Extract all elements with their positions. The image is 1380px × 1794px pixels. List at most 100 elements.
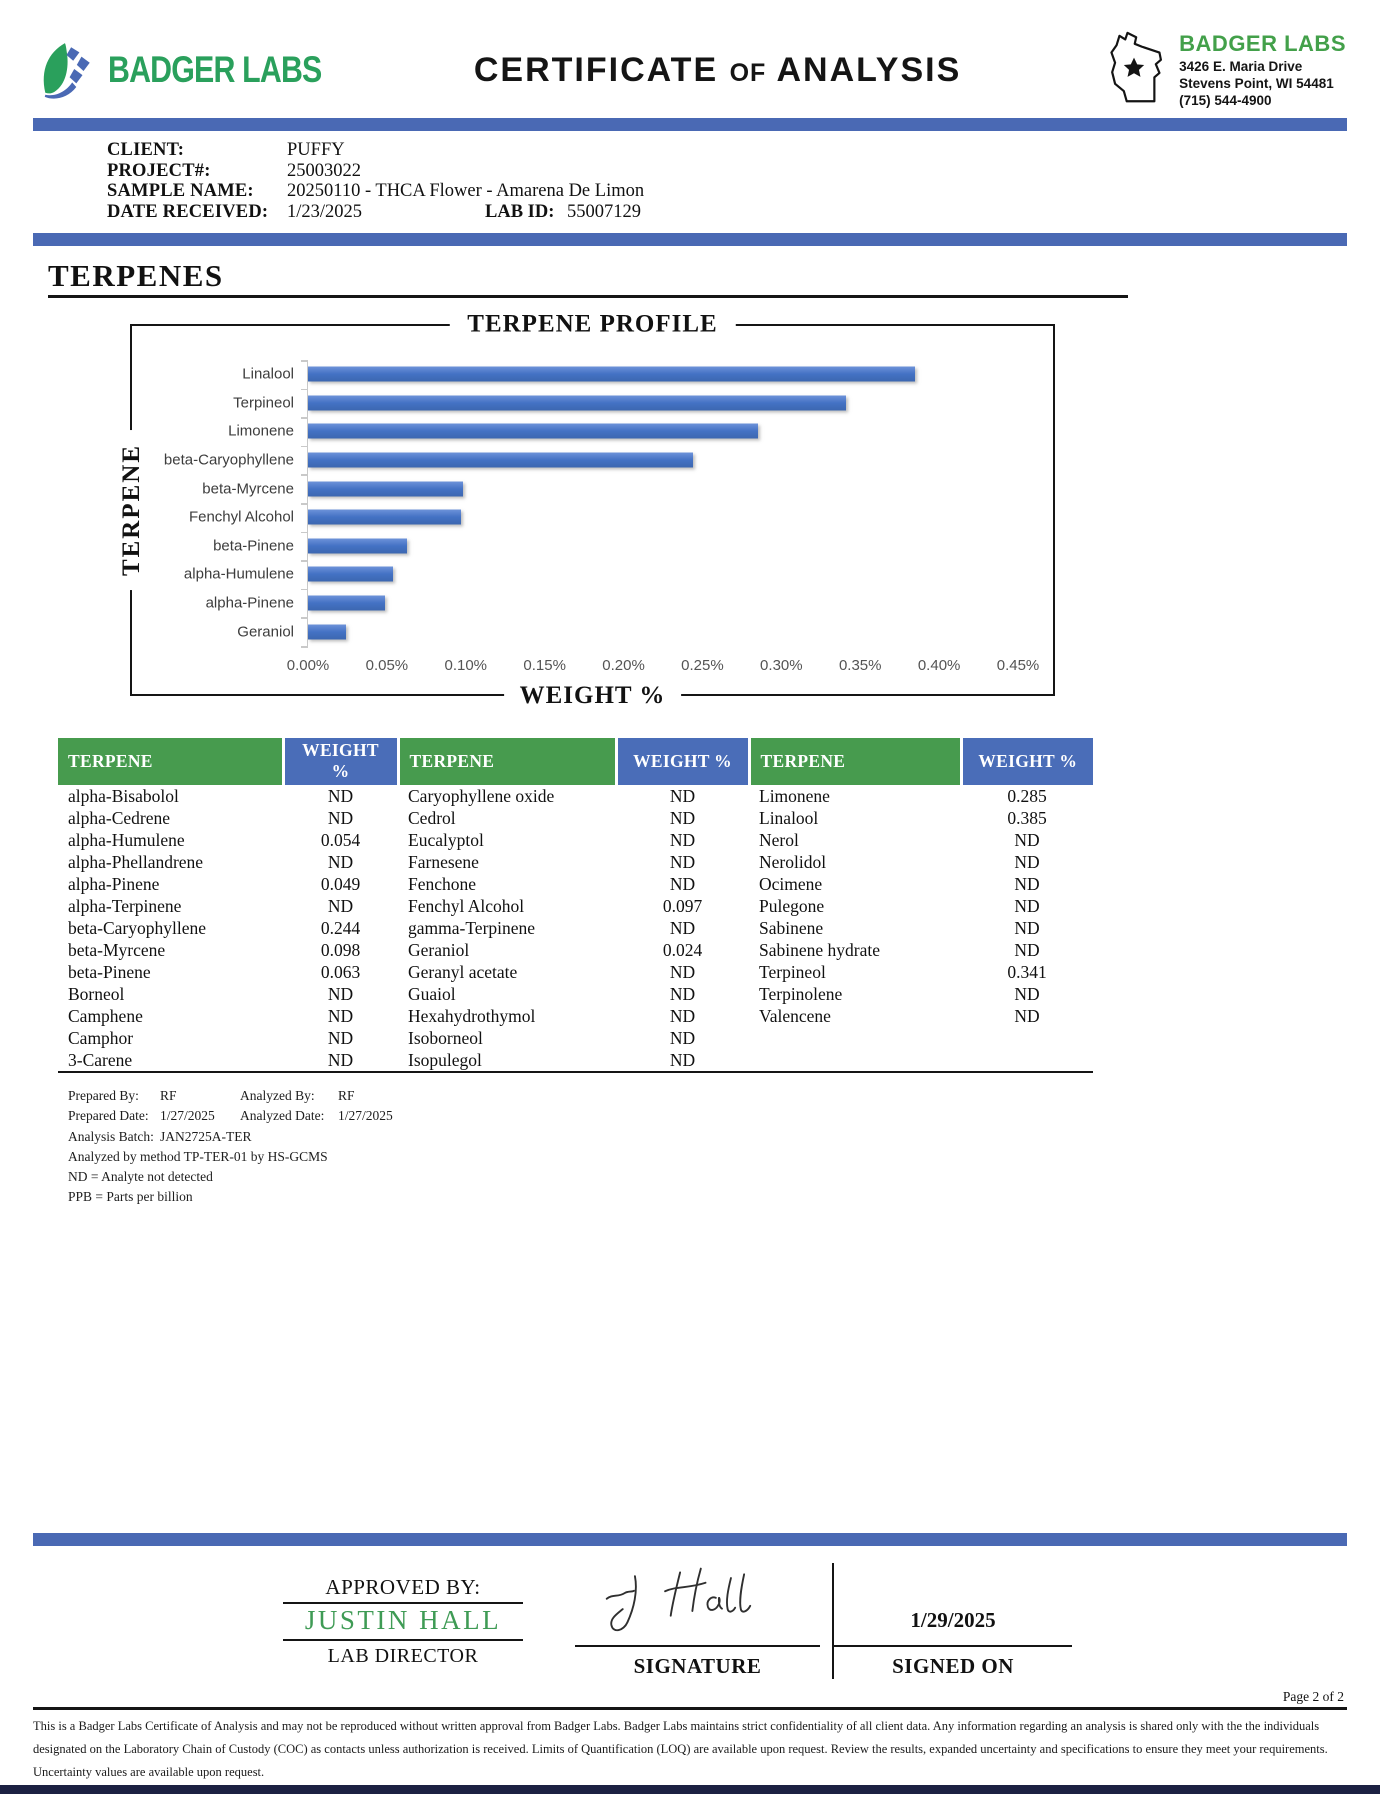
terpene-name: Camphor [68,1027,134,1048]
sample-name-label: SAMPLE NAME: [107,181,254,201]
table-row: beta-Myrcene 0.098 Geraniol 0.024 Sabinene h… [58,939,1093,961]
client-value: PUFFY [287,140,345,160]
x-axis-tick-label: 0.45% [996,657,1040,674]
weight-value: 0.285 [1007,785,1047,806]
terpene-name: gamma-Terpinene [408,917,536,938]
sample-info: CLIENT: PUFFY PROJECT#: 25003022 SAMPLE … [0,131,1380,233]
star-icon [1123,57,1145,77]
weight-value: ND [327,807,354,828]
chart-title: TERPENE PROFILE [449,310,736,339]
table-row: Camphor ND Isoborneol ND [58,1027,1093,1049]
chart-category-label: Fenchyl Alcohol [188,508,294,526]
chart-category-label: alpha-Humulene [183,565,294,583]
lab-address-line2: Stevens Point, WI 54481 [1179,75,1334,91]
brand-left-wordmark: BADGER LABS [108,49,322,90]
y-axis-tick [301,560,308,562]
footer-zone: APPROVED BY: JUSTIN HALL LAB DIRECTOR [0,1533,1380,1784]
lab-phone: (715) 544-4900 [1179,93,1272,109]
x-axis-tick-label: 0.15% [523,657,566,674]
terpene-name: Pulegone [759,895,825,916]
table-row: beta-Pinene 0.063 Geranyl acetate ND Terpine… [58,961,1093,983]
masthead: BADGER LABS CERTIFICATE OF ANALYSIS BADG… [0,0,1380,118]
signed-on-label: SIGNED ON [892,1654,1014,1678]
terpene-name: Guaiol [408,983,456,1004]
chart-bar-row: Limonene [228,417,1018,446]
divider-bar-bottom [33,1533,1347,1546]
chart-category-label: Terpineol [233,394,294,412]
terpene-name: Geraniol [408,939,470,960]
y-axis-tick [301,474,308,476]
lab-name: BADGER LABS [1179,30,1346,56]
results-table-head-row: TERPENE WEIGHT % TERPENE WEIGHT % TERPENE WEI… [58,738,1093,785]
approved-by-label: APPROVED BY: [283,1575,523,1604]
terpene-name: Isoborneol [408,1027,483,1048]
weight-value: ND [669,1027,696,1048]
y-axis-tick [301,531,308,534]
chart-bar [308,566,394,582]
analysis-batch-value: JAN2725A-TER [160,1128,252,1144]
weight-value [961,1049,1093,1072]
weight-value: ND [327,1005,354,1026]
weight-value: 0.024 [662,939,703,960]
section-title: TERPENES [48,258,224,293]
terpene-name: Limonene [759,785,830,806]
info-row-client: CLIENT: PUFFY [107,140,1380,161]
x-axis-tick-label: 0.10% [444,657,488,674]
page-title-part2: ANALYSIS [776,50,962,89]
y-axis-tick [301,388,308,391]
signed-date: 1/29/2025 [910,1608,996,1632]
x-axis-tick-label: 0.05% [365,657,409,674]
approver-name: JUSTIN HALL [283,1604,523,1641]
weight-value: ND [327,895,354,916]
weight-value: ND [1014,983,1040,1004]
client-label: CLIENT: [107,140,185,160]
weight-value: ND [1014,917,1040,938]
terpene-name: Valencene [759,1005,831,1026]
chart-category-label: alpha-Pinene [205,594,294,612]
project-label: PROJECT#: [107,160,211,181]
analysis-notes: Prepared By: RF Analyzed By: RF Prepared… [68,1086,1380,1208]
sample-name-value: 20250110 - THCA Flower - Amarena De Limo… [287,181,645,201]
terpene-name: Geranyl acetate [408,961,518,982]
col-header-terpene: TERPENE [396,738,616,785]
col-header-weight: WEIGHT % [614,738,749,785]
table-row: alpha-Terpinene ND Fenchyl Alcohol 0.097 Pul… [58,895,1093,917]
weight-value: ND [327,1049,354,1070]
chart-bar [308,452,693,468]
chart-category-label: beta-Pinene [213,537,294,555]
signature-block: SIGNATURE [575,1563,820,1679]
y-axis-tick [301,503,308,505]
terpene-profile-chart: TERPENE PROFILE TERPENE Linalool Terpineo… [118,310,1055,711]
x-axis-tick-label: 0.20% [602,657,645,674]
page-title-part1: CERTIFICATE [473,50,719,89]
chart-bar-row: beta-Pinene [213,532,1018,561]
col-header-terpene: TERPENE [747,738,961,785]
page-number: Page 2 of 2 [1282,1689,1344,1704]
terpene-name: beta-Myrcene [68,939,166,960]
table-row: 3-Carene ND Isopulegol ND [58,1049,1093,1072]
terpene-name: alpha-Phellandrene [68,851,204,872]
weight-value: ND [669,961,696,982]
info-row-sample-name: SAMPLE NAME: 20250110 - THCA Flower - Am… [107,181,1380,202]
chart-bar [308,395,847,411]
signature-image [575,1563,820,1643]
terpene-name: Borneol [68,983,125,1004]
weight-value: ND [1014,851,1040,872]
terpene-name: 3-Carene [68,1049,133,1070]
terpene-name: Sabinene hydrate [759,939,880,960]
weight-value: 0.385 [1007,807,1047,828]
weight-value: 0.244 [320,917,361,938]
weight-value: ND [669,983,696,1004]
analyzed-by-label: Analyzed By: [240,1088,315,1103]
info-row-project: PROJECT#: 25003022 [107,161,1380,182]
lab-contact-block: BADGER LABS 3426 E. Maria Drive Stevens … [1179,31,1346,110]
chart-y-axis-label: TERPENE [118,429,146,591]
results-table-body: alpha-Bisabolol ND Caryophyllene oxide ND Li… [58,785,1093,1072]
brand-left: BADGER LABS [36,39,356,101]
terpene-name: alpha-Humulene [68,829,185,850]
weight-value: 0.097 [662,895,703,916]
terpene-name: alpha-Terpinene [68,895,182,916]
terpene-name: Hexahydrothymol [408,1005,536,1026]
weight-value: ND [327,851,354,872]
